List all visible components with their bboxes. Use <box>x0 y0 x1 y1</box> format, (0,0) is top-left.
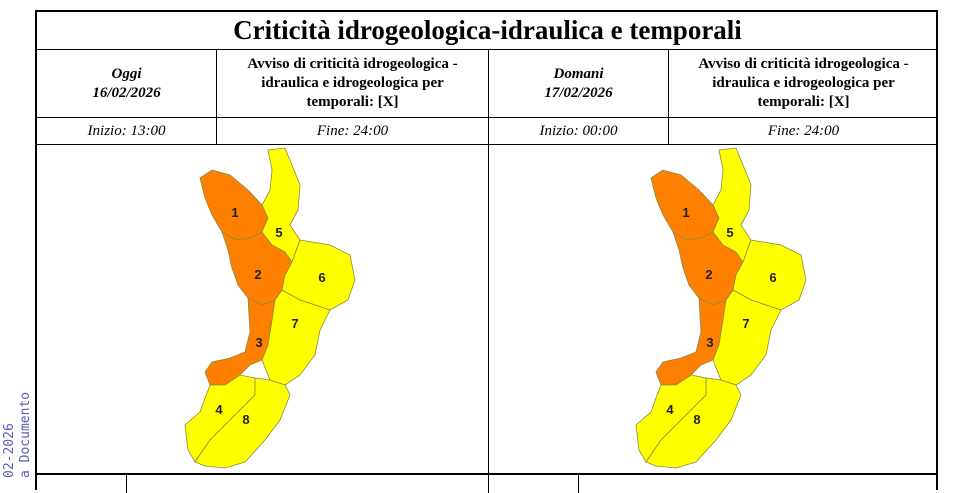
zone-5-area <box>712 147 752 263</box>
bulletin-title: Criticità idrogeologica-idraulica e temp… <box>37 12 938 50</box>
tomorrow-header: Domani 17/02/2026 <box>489 50 669 118</box>
zone-6-label: 6 <box>318 270 325 285</box>
zone-5-area <box>261 147 301 263</box>
zone-5-label: 5 <box>726 225 733 240</box>
bottom-cell <box>127 473 489 493</box>
bottom-cell <box>489 473 579 493</box>
zone-8-area <box>194 377 291 469</box>
tomorrow-map: 1 2 3 4 5 6 7 8 <box>635 147 807 469</box>
side-watermark: 02-2026 a Documento <box>2 392 34 478</box>
tomorrow-label: Domani <box>553 65 604 82</box>
tomorrow-end: Fine: 24:00 <box>669 118 938 145</box>
tomorrow-notice: Avviso di criticità idrogeologica - idra… <box>669 50 938 118</box>
zone-1-label: 1 <box>682 205 689 220</box>
bulletin-table: Criticità idrogeologica-idraulica e temp… <box>35 10 938 493</box>
today-notice: Avviso di criticità idrogeologica - idra… <box>217 50 489 118</box>
zone-1-label: 1 <box>231 205 238 220</box>
today-label: Oggi <box>111 65 142 82</box>
zone-3-area <box>204 297 276 386</box>
zone-8-label: 8 <box>242 412 249 427</box>
zone-3-area <box>655 297 727 386</box>
bottom-cell <box>37 473 127 493</box>
zone-5-label: 5 <box>275 225 282 240</box>
side-text-line2: a Documento <box>18 391 33 478</box>
zone-3-label: 3 <box>706 335 713 350</box>
today-date: 16/02/2026 <box>92 84 161 101</box>
tomorrow-start: Inizio: 00:00 <box>489 118 669 145</box>
zone-2-label: 2 <box>254 267 261 282</box>
zone-8-area <box>645 377 742 469</box>
zone-2-label: 2 <box>705 267 712 282</box>
zone-8-label: 8 <box>693 412 700 427</box>
today-end: Fine: 24:00 <box>217 118 489 145</box>
today-map-cell: 1 2 3 4 5 6 7 8 <box>37 145 489 473</box>
today-start: Inizio: 13:00 <box>37 118 217 145</box>
bottom-cell <box>579 473 938 493</box>
zone-6-label: 6 <box>769 270 776 285</box>
zone-4-label: 4 <box>666 402 674 417</box>
tomorrow-map-cell: 1 2 3 4 5 6 7 8 <box>489 145 938 473</box>
zone-4-label: 4 <box>215 402 223 417</box>
zone-3-label: 3 <box>255 335 262 350</box>
zone-7-label: 7 <box>291 316 298 331</box>
today-header: Oggi 16/02/2026 <box>37 50 217 118</box>
tomorrow-date: 17/02/2026 <box>544 84 613 101</box>
side-text-line1: 02-2026 <box>2 423 17 478</box>
today-map: 1 2 3 4 5 6 7 8 <box>184 147 356 469</box>
zone-7-label: 7 <box>742 316 749 331</box>
